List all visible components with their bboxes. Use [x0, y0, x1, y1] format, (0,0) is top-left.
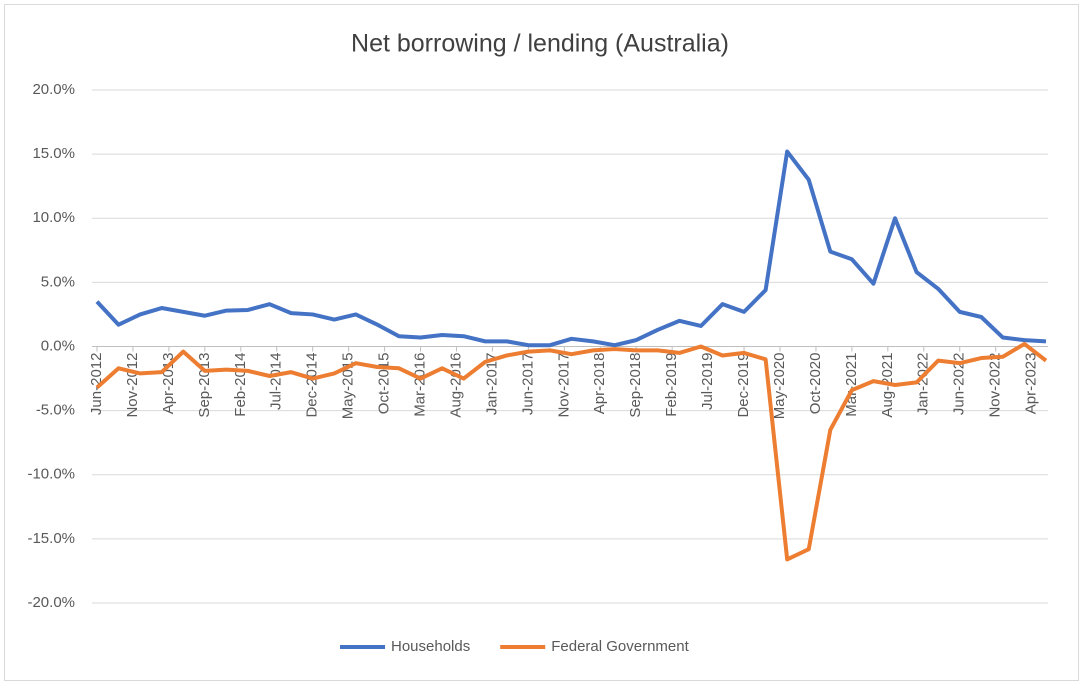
y-tick-label: 20.0% [32, 81, 75, 98]
x-tick-label: Apr-2023 [1023, 353, 1040, 415]
x-tick-label: Oct-2020 [807, 353, 824, 415]
y-tick-label: -10.0% [27, 466, 75, 483]
x-tick-label: Mar-2021 [843, 353, 860, 417]
x-tick-label: Nov-2022 [987, 353, 1004, 418]
x-tick-label: Feb-2019 [663, 353, 680, 417]
chart-title: Net borrowing / lending (Australia) [351, 30, 729, 58]
x-tick-label: Jul-2019 [699, 353, 716, 411]
y-tick-label: -5.0% [36, 402, 75, 419]
legend-label: Federal Government [551, 638, 689, 655]
x-tick-label: Nov-2012 [124, 353, 141, 418]
x-tick-label: Jun-2022 [951, 353, 968, 416]
x-tick-label: Sep-2018 [627, 353, 644, 418]
y-tick-label: 15.0% [32, 145, 75, 162]
x-tick-label: Jun-2017 [519, 353, 536, 416]
x-tick-label: Jan-2022 [915, 353, 932, 416]
x-tick-label: Sep-2013 [196, 353, 213, 418]
y-tick-label: 10.0% [32, 209, 75, 226]
x-tick-label: Mar-2016 [411, 353, 428, 417]
x-tick-label: Aug-2016 [447, 353, 464, 418]
x-tick-label: Feb-2014 [232, 353, 249, 417]
y-tick-label: 0.0% [41, 337, 75, 354]
x-tick-label: May-2020 [771, 353, 788, 420]
x-tick-label: Dec-2014 [304, 353, 321, 418]
y-tick-label: -20.0% [27, 594, 75, 611]
x-tick-label: Jun-2012 [88, 353, 105, 416]
chart-frame [4, 4, 1079, 681]
x-tick-label: Apr-2018 [591, 353, 608, 415]
line-series [95, 149, 1047, 348]
x-tick-label: Oct-2015 [376, 353, 393, 415]
x-tick-label: Dec-2019 [735, 353, 752, 418]
x-tick-label: Jan-2017 [483, 353, 500, 416]
y-tick-label: -15.0% [27, 530, 75, 547]
x-tick-label: Nov-2017 [555, 353, 572, 418]
legend-label: Households [391, 638, 470, 655]
x-tick-label: Jul-2014 [268, 353, 285, 411]
line-series [95, 341, 1048, 562]
y-tick-label: 5.0% [41, 273, 75, 290]
